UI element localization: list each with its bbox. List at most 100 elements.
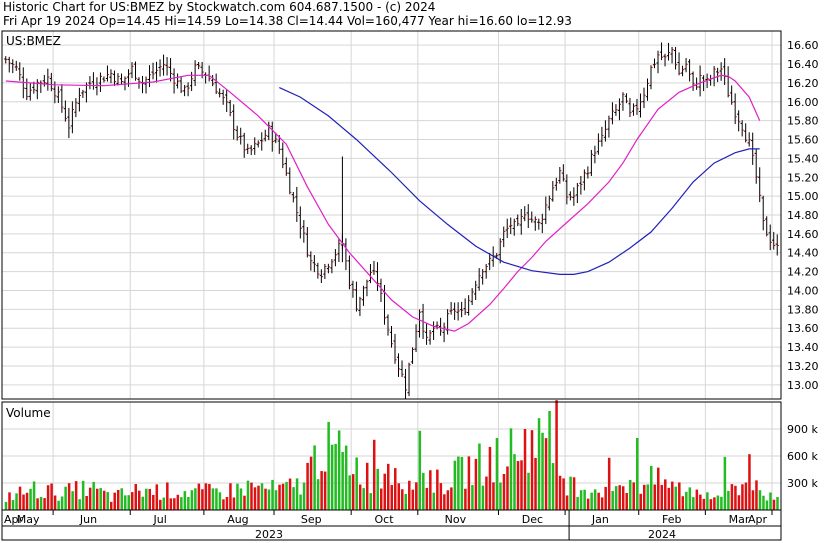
- volume-bar: [215, 488, 218, 510]
- ohlc-bar: [463, 298, 467, 316]
- ohlc-bar: [354, 281, 359, 312]
- ohlc-bar: [281, 142, 285, 169]
- volume-bar: [218, 492, 222, 510]
- ohlc-bar: [775, 234, 779, 256]
- ohlc-bar: [456, 302, 460, 321]
- ohlc-bar: [386, 314, 390, 336]
- ohlc-bar: [305, 227, 309, 258]
- ohlc-bar: [211, 75, 215, 87]
- volume-bar: [657, 467, 660, 510]
- volume-bar: [506, 466, 509, 510]
- ohlc-bar: [617, 98, 622, 121]
- ohlc-bar: [747, 132, 751, 147]
- month-label: Sep: [301, 513, 322, 526]
- month-label: Jul: [153, 513, 167, 526]
- ohlc-bar: [28, 82, 32, 101]
- volume-bar: [688, 487, 692, 510]
- volume-bar: [730, 484, 734, 510]
- ohlc-bar: [77, 87, 81, 112]
- ohlc-bar: [628, 97, 632, 117]
- volume-bar: [530, 430, 534, 510]
- ohlc-bar: [565, 174, 569, 205]
- month-label: Oct: [374, 513, 394, 526]
- ohlc-bar: [249, 145, 253, 156]
- ohlc-bar: [453, 302, 457, 320]
- volume-bar: [709, 499, 713, 510]
- volume-bar: [415, 482, 418, 510]
- ohlc-bar: [431, 321, 436, 340]
- price-tick-label: 15.80: [787, 115, 819, 128]
- ohlc-bar: [147, 65, 152, 88]
- ohlc-bar: [179, 76, 183, 94]
- ohlc-bar: [288, 167, 292, 195]
- volume-bar: [422, 472, 425, 510]
- volume-bar: [88, 487, 92, 510]
- volume-bar: [53, 495, 57, 510]
- ohlc-bar: [63, 100, 67, 122]
- ohlc-bar: [670, 46, 674, 64]
- volume-bar: [302, 482, 306, 510]
- volume-bar: [365, 462, 369, 510]
- volume-bar: [148, 488, 152, 510]
- volume-bar: [401, 489, 404, 510]
- ohlc-bar: [175, 73, 180, 89]
- volume-bar: [499, 482, 502, 510]
- ohlc-bar: [379, 278, 383, 303]
- ohlc-bar: [744, 123, 748, 143]
- ohlc-bar: [18, 62, 22, 81]
- year-label: 2024: [648, 528, 676, 541]
- volume-bar: [593, 489, 597, 510]
- ohlc-bar: [435, 321, 439, 330]
- ohlc-bar: [218, 88, 222, 98]
- volume-bar: [548, 411, 551, 510]
- volume-bar: [762, 495, 765, 510]
- ohlc-bar: [326, 263, 330, 274]
- volume-bar: [351, 474, 355, 510]
- ohlc-bar: [614, 104, 618, 116]
- volume-bar: [706, 492, 709, 510]
- volume-bar: [474, 458, 478, 510]
- volume-bar: [639, 493, 642, 510]
- price-bars: [4, 42, 779, 400]
- volume-bar: [229, 483, 232, 510]
- volume-bar: [527, 472, 530, 510]
- ohlc-bar: [361, 285, 366, 306]
- ohlc-bar: [772, 231, 776, 250]
- month-label: Apr: [748, 513, 768, 526]
- volume-bar: [369, 493, 372, 510]
- volume-bar: [460, 456, 464, 510]
- volume-bar: [102, 490, 106, 510]
- ohlc-bar: [673, 46, 678, 70]
- volume-bar: [446, 490, 450, 510]
- volume-bar: [162, 497, 166, 510]
- price-tick-label: 14.40: [787, 247, 819, 260]
- ohlc-bar: [49, 72, 53, 92]
- volume-bar: [120, 488, 123, 510]
- volume-bar: [520, 460, 523, 510]
- ohlc-bar: [25, 78, 29, 101]
- volume-bar: [653, 484, 657, 510]
- volume-bar: [502, 473, 506, 510]
- ohlc-bar: [474, 280, 478, 300]
- volume-bar: [551, 463, 555, 510]
- volume-bar: [628, 479, 632, 510]
- volume-bar: [429, 470, 432, 510]
- ohlc-bar: [161, 54, 166, 76]
- ohlc-bar: [407, 362, 411, 397]
- ohlc-bar: [116, 73, 120, 86]
- ohlc-bar: [154, 61, 159, 83]
- volume-bar: [597, 492, 600, 510]
- ohlc-bar: [375, 262, 380, 292]
- price-tick-label: 15.00: [787, 190, 819, 203]
- ohlc-bar: [498, 238, 502, 264]
- volume-bar: [152, 494, 155, 510]
- ohlc-bar: [442, 322, 446, 343]
- volume-bar: [681, 496, 685, 510]
- volume-bar: [190, 490, 194, 510]
- ohlc-bar: [151, 62, 155, 80]
- ohlc-bar: [347, 255, 352, 290]
- volume-bar: [309, 456, 313, 510]
- volume-bar: [155, 484, 159, 510]
- volume-bar: [776, 497, 779, 510]
